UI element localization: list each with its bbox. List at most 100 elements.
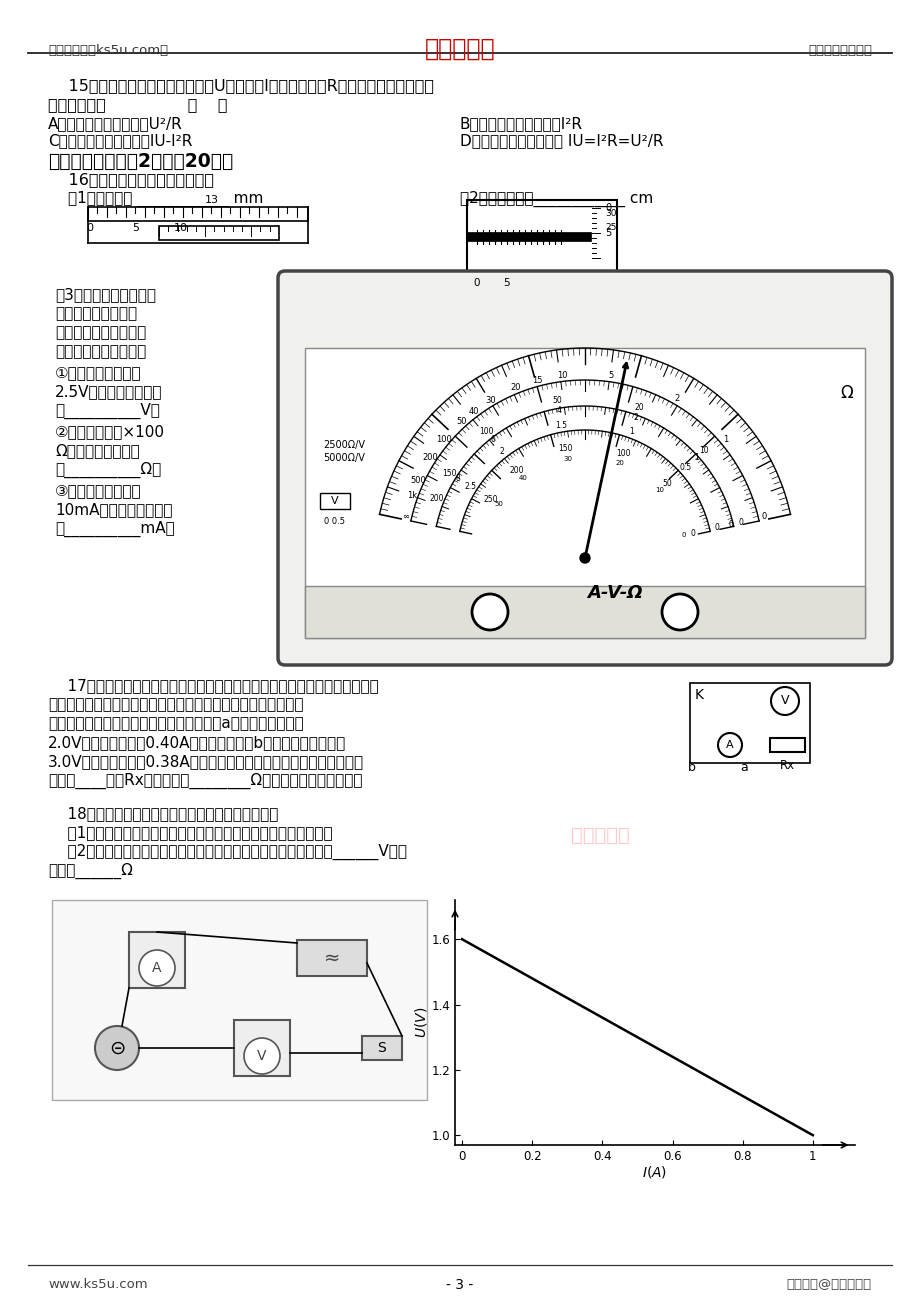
Text: 20: 20 [634, 404, 644, 413]
Text: 1: 1 [628, 427, 633, 436]
Circle shape [244, 1038, 279, 1074]
Text: Ω的电阻挡，则读数: Ω的电阻挡，则读数 [55, 443, 140, 458]
Text: 为__________Ω；: 为__________Ω； [55, 462, 161, 478]
Bar [88, 207, 308, 221]
Text: 25: 25 [605, 224, 616, 233]
Text: 2.5: 2.5 [464, 482, 476, 491]
Text: 200: 200 [509, 466, 523, 475]
Text: 10: 10 [174, 223, 187, 233]
Bar [689, 684, 809, 763]
Text: Ω: Ω [840, 384, 853, 402]
Text: ①如果使用的是直流: ①如果使用的是直流 [55, 365, 142, 380]
Text: 5: 5 [607, 371, 613, 380]
Text: A: A [725, 740, 733, 750]
Text: 0: 0 [473, 279, 480, 288]
Text: 50: 50 [456, 417, 467, 426]
Text: 6: 6 [490, 435, 494, 444]
Y-axis label: $U(V)$: $U(V)$ [412, 1006, 428, 1038]
Text: 0: 0 [86, 223, 94, 233]
Text: 0: 0 [728, 519, 732, 529]
Text: 5: 5 [131, 223, 139, 233]
Circle shape [139, 950, 175, 986]
Text: 为__________mA。: 为__________mA。 [55, 521, 175, 538]
Text: - 3 -: - 3 - [446, 1279, 473, 1292]
Text: 100: 100 [479, 427, 494, 436]
Text: ②如果使用的是×100: ②如果使用的是×100 [55, 424, 165, 439]
Text: 电阻为______Ω: 电阻为______Ω [48, 863, 132, 879]
Text: 版权所有@高考资源网: 版权所有@高考资源网 [786, 1279, 871, 1292]
Text: 1: 1 [693, 453, 698, 462]
Text: 200: 200 [423, 453, 438, 462]
Text: 100: 100 [615, 449, 630, 458]
X-axis label: $I(A)$: $I(A)$ [641, 1164, 667, 1180]
Text: V: V [331, 496, 338, 506]
Text: b: b [687, 760, 695, 773]
Text: 10: 10 [655, 487, 664, 493]
Text: 200: 200 [429, 493, 444, 503]
Text: 8: 8 [455, 474, 460, 483]
Text: 次使用多用表的实验: 次使用多用表的实验 [55, 306, 137, 322]
Text: 0.5: 0.5 [678, 464, 691, 473]
Bar [467, 201, 617, 275]
Text: 三、实验题（每空2分，共20分）: 三、实验题（每空2分，共20分） [48, 152, 233, 171]
Text: （2）螺旋测微器____________ cm: （2）螺旋测微器____________ cm [460, 191, 652, 207]
Text: 40: 40 [469, 406, 479, 415]
Text: 100: 100 [436, 435, 451, 444]
Text: 500: 500 [410, 475, 425, 484]
Text: 电流表____接法Rx的测量值是________Ω。（保留两位有效数字）: 电流表____接法Rx的测量值是________Ω。（保留两位有效数字） [48, 773, 362, 789]
Text: 2: 2 [633, 413, 638, 422]
Circle shape [662, 594, 698, 630]
Text: 13: 13 [204, 195, 219, 204]
Text: ⊝: ⊝ [108, 1039, 125, 1057]
Text: 30: 30 [562, 456, 572, 461]
Text: （1）游标卡尺 ____________ mm: （1）游标卡尺 ____________ mm [68, 191, 263, 207]
Text: A-V-Ω: A-V-Ω [586, 585, 642, 602]
Bar [52, 900, 426, 1100]
Text: 为__________V；: 为__________V； [55, 404, 160, 419]
Text: 法中正确的是                （    ）: 法中正确的是 （ ） [48, 98, 227, 112]
Text: 0: 0 [713, 523, 718, 533]
Circle shape [471, 594, 507, 630]
Text: 50: 50 [551, 396, 562, 405]
Text: 2: 2 [674, 395, 679, 404]
Text: D．电动机的功率可写作 IU=I²R=U²/R: D．电动机的功率可写作 IU=I²R=U²/R [460, 133, 663, 148]
Text: K: K [694, 687, 703, 702]
Text: 20: 20 [615, 460, 623, 466]
Text: ≈: ≈ [323, 948, 340, 967]
Text: 5: 5 [605, 228, 610, 238]
Text: Rx: Rx [778, 759, 794, 772]
Text: 10mA的电流挡，则读数: 10mA的电流挡，则读数 [55, 503, 173, 517]
Text: 3.0V，电流表读数为0.38A（电源内阻不计），由以上数据可知应采用: 3.0V，电流表读数为0.38A（电源内阻不计），由以上数据可知应采用 [48, 754, 364, 769]
Text: 20: 20 [510, 383, 521, 392]
Text: 高考资源网: 高考资源网 [570, 825, 629, 845]
Text: 0: 0 [738, 517, 743, 526]
Text: 1.5: 1.5 [555, 421, 567, 430]
Text: 0: 0 [680, 533, 685, 538]
Text: 15: 15 [531, 376, 542, 385]
Text: 内接或外接，由于电表内阻不清楚，一同学采用了试触法进行判: 内接或外接，由于电表内阻不清楚，一同学采用了试触法进行判 [48, 697, 303, 712]
Text: 15．一个直流电动机所加电压为U，电流为I，线圈内阻为R，当它工作时，下述说: 15．一个直流电动机所加电压为U，电流为I，线圈内阻为R，当它工作时，下述说 [48, 78, 434, 92]
Text: S: S [377, 1042, 386, 1055]
Circle shape [579, 553, 589, 562]
Text: 150: 150 [442, 469, 456, 478]
Circle shape [95, 1026, 139, 1070]
Bar [361, 1036, 402, 1060]
Text: 40: 40 [517, 475, 527, 482]
Text: 高考资源网（ks5u.com）: 高考资源网（ks5u.com） [48, 44, 168, 57]
Circle shape [770, 687, 798, 715]
Bar [233, 1019, 289, 1075]
Text: 0: 0 [605, 203, 610, 214]
Text: 250: 250 [483, 495, 497, 504]
Text: 5: 5 [503, 279, 510, 288]
Text: 4: 4 [556, 406, 561, 415]
Bar [305, 586, 864, 638]
Text: 17．为提高金属丝电阻的测量精确度，减少误差，实验中需要确定电流表的: 17．为提高金属丝电阻的测量精确度，减少误差，实验中需要确定电流表的 [48, 678, 379, 693]
Text: A: A [152, 961, 162, 975]
Text: V: V [257, 1049, 267, 1062]
Text: 30: 30 [484, 396, 495, 405]
Text: 2.0V，电流表读数为0.40A，当移动端接到b点时，电压表示数为: 2.0V，电流表读数为0.40A，当移动端接到b点时，电压表示数为 [48, 736, 346, 750]
Text: V: V [780, 694, 789, 707]
Text: （3）如右图所示，是某: （3）如右图所示，是某 [55, 286, 156, 302]
Bar [129, 932, 185, 988]
Text: B．电动机的发热功率为I²R: B．电动机的发热功率为I²R [460, 116, 583, 132]
